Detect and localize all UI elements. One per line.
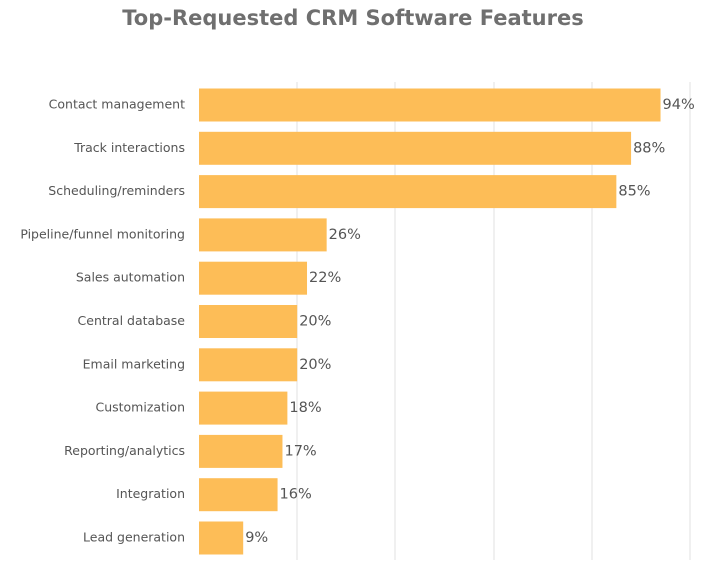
bar: [199, 305, 298, 338]
category-label: Central database: [78, 313, 186, 328]
value-label: 20%: [299, 357, 331, 373]
value-label: 16%: [280, 487, 312, 503]
category-label: Sales automation: [76, 270, 185, 285]
value-label: 26%: [329, 227, 361, 243]
value-label: 9%: [245, 530, 268, 546]
category-label: Scheduling/reminders: [48, 183, 185, 198]
value-label: 94%: [663, 97, 695, 113]
category-label: Track interactions: [73, 140, 185, 155]
value-labels: 94% 88% 85% 26% 22% 20% 20% 18% 17% 16% 9%: [245, 97, 695, 546]
bar: [199, 175, 617, 209]
value-label: 18%: [289, 400, 321, 416]
bar: [199, 348, 298, 382]
bar: [199, 218, 327, 252]
value-label: 85%: [618, 184, 650, 200]
category-label: Customization: [95, 400, 185, 415]
category-label: Email marketing: [83, 356, 185, 371]
value-label: 88%: [633, 140, 665, 156]
category-label: Integration: [116, 486, 185, 501]
category-labels: Contact management Track interactions Sche…: [20, 97, 185, 545]
bar: [199, 131, 632, 165]
bar: [199, 88, 661, 122]
chart-title: Top-Requested CRM Software Features: [122, 6, 584, 30]
bar: [199, 434, 283, 468]
bar: [199, 521, 244, 555]
bar: [199, 391, 288, 425]
category-label: Reporting/analytics: [64, 443, 185, 458]
category-label: Pipeline/funnel monitoring: [20, 226, 185, 241]
bar: [199, 478, 278, 512]
bar: [199, 261, 308, 295]
category-label: Contact management: [49, 97, 185, 112]
bars: [199, 88, 661, 555]
category-label: Lead generation: [83, 530, 185, 545]
value-label: 22%: [309, 270, 341, 286]
value-label: 20%: [299, 314, 331, 330]
value-label: 17%: [284, 443, 316, 459]
